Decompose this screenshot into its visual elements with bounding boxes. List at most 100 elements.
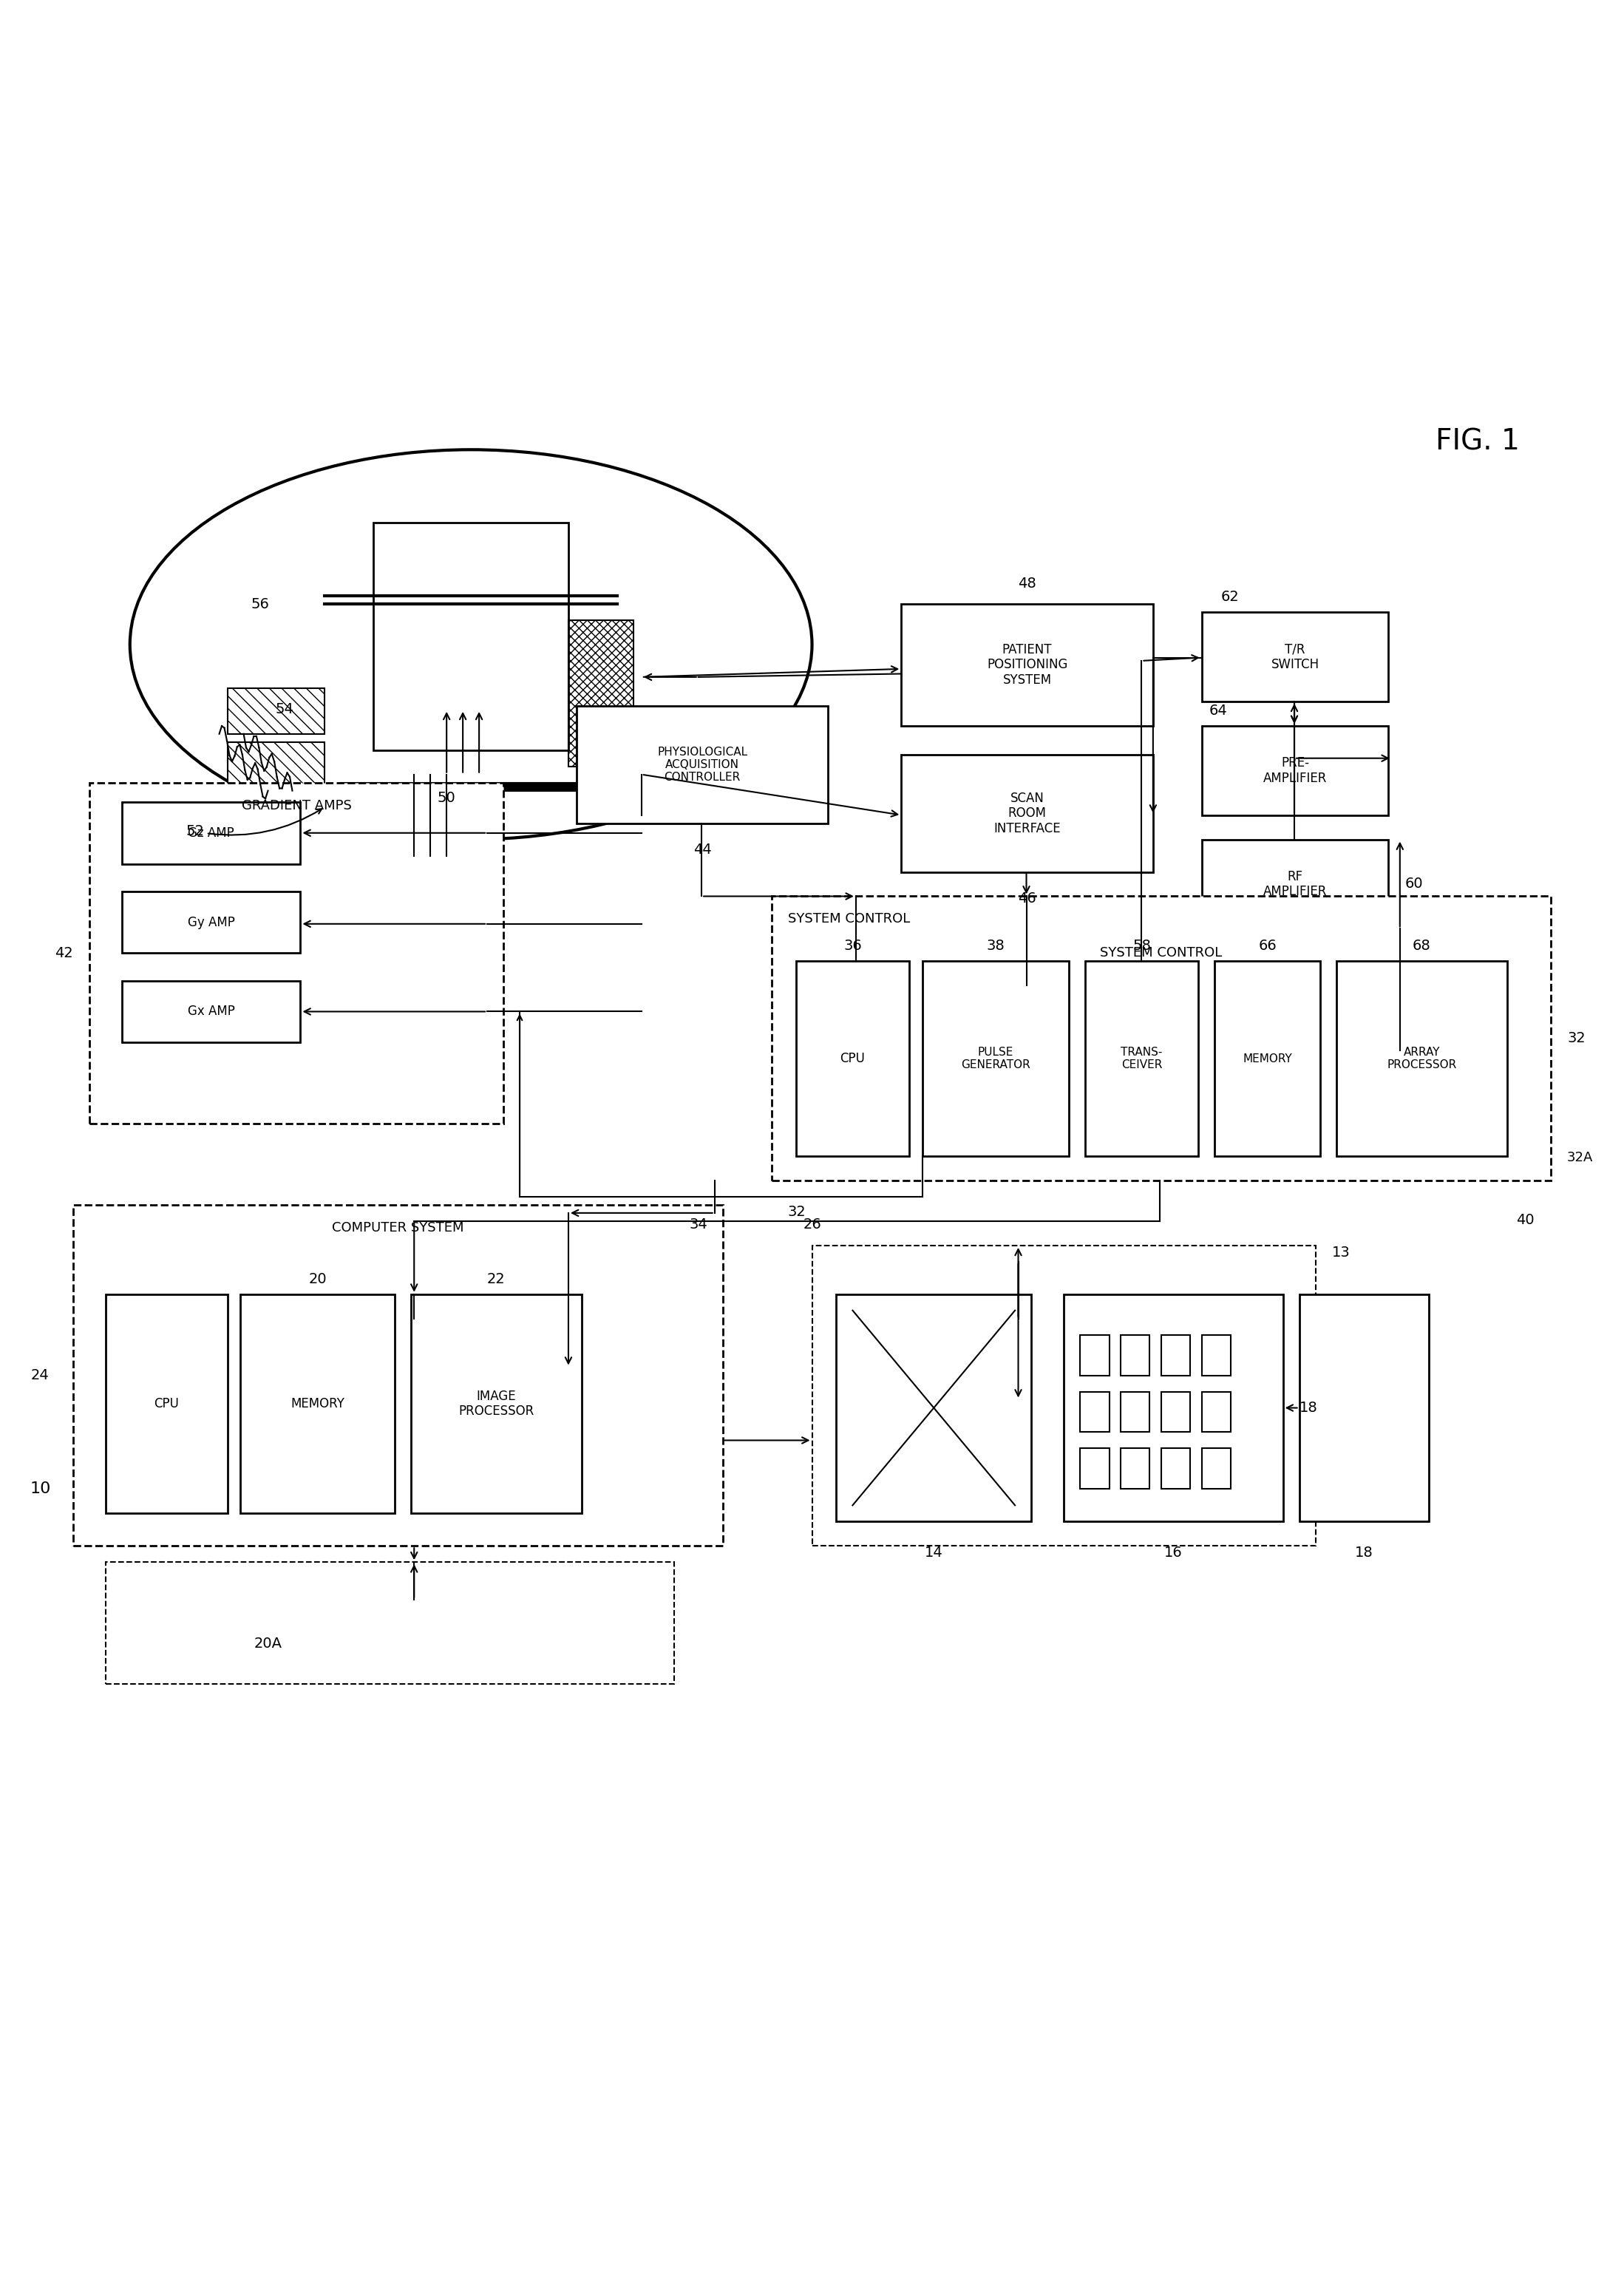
FancyBboxPatch shape — [227, 850, 325, 895]
Text: MEMORY: MEMORY — [1242, 1054, 1293, 1065]
Text: 16: 16 — [1164, 1545, 1182, 1559]
FancyBboxPatch shape — [106, 1561, 674, 1683]
Text: 46: 46 — [1018, 891, 1036, 905]
Text: 20: 20 — [309, 1272, 326, 1286]
FancyBboxPatch shape — [1064, 1295, 1283, 1522]
Text: 58: 58 — [1132, 939, 1151, 953]
Text: Gx AMP: Gx AMP — [187, 1006, 235, 1017]
Text: FIG. 1: FIG. 1 — [1436, 427, 1520, 455]
Text: ARRAY
PROCESSOR: ARRAY PROCESSOR — [1387, 1047, 1457, 1070]
Text: 14: 14 — [924, 1545, 944, 1559]
FancyBboxPatch shape — [1202, 1391, 1231, 1433]
FancyBboxPatch shape — [812, 1244, 1315, 1545]
FancyBboxPatch shape — [1202, 840, 1389, 930]
Text: 13: 13 — [1332, 1244, 1350, 1261]
FancyBboxPatch shape — [922, 962, 1069, 1157]
Text: 32: 32 — [1567, 1031, 1585, 1045]
FancyBboxPatch shape — [1121, 1391, 1150, 1433]
Text: SYSTEM CONTROL: SYSTEM CONTROL — [1099, 946, 1223, 960]
FancyBboxPatch shape — [1161, 1449, 1190, 1490]
FancyBboxPatch shape — [106, 1295, 227, 1513]
Text: TRANS-
CEIVER: TRANS- CEIVER — [1121, 1047, 1163, 1070]
FancyBboxPatch shape — [1121, 1449, 1150, 1490]
FancyBboxPatch shape — [1202, 726, 1389, 815]
Text: 44: 44 — [693, 843, 711, 856]
Text: 62: 62 — [1221, 590, 1239, 604]
FancyBboxPatch shape — [901, 604, 1153, 726]
FancyBboxPatch shape — [73, 1205, 723, 1545]
FancyBboxPatch shape — [771, 895, 1551, 1180]
Text: PHYSIOLOGICAL
ACQUISITION
CONTROLLER: PHYSIOLOGICAL ACQUISITION CONTROLLER — [658, 746, 747, 783]
Text: 42: 42 — [55, 946, 73, 960]
Text: 18: 18 — [1354, 1545, 1374, 1559]
FancyBboxPatch shape — [227, 902, 325, 948]
FancyBboxPatch shape — [1161, 1334, 1190, 1375]
FancyBboxPatch shape — [1202, 1334, 1231, 1375]
Text: SYSTEM CONTROL: SYSTEM CONTROL — [788, 912, 909, 925]
FancyBboxPatch shape — [1121, 1334, 1150, 1375]
Text: 36: 36 — [843, 939, 862, 953]
Text: IMAGE
PROCESSOR: IMAGE PROCESSOR — [458, 1389, 534, 1419]
Ellipse shape — [130, 450, 812, 840]
Text: 38: 38 — [986, 939, 1005, 953]
Text: 60: 60 — [1405, 877, 1423, 891]
Text: 50: 50 — [437, 790, 456, 806]
Text: SCAN
ROOM
INTERFACE: SCAN ROOM INTERFACE — [994, 792, 1060, 836]
FancyBboxPatch shape — [122, 801, 300, 863]
FancyBboxPatch shape — [227, 742, 325, 788]
Text: CPU: CPU — [840, 1052, 866, 1065]
FancyBboxPatch shape — [1202, 613, 1389, 700]
Text: 32: 32 — [788, 1205, 806, 1219]
Text: 64: 64 — [1208, 703, 1228, 719]
FancyBboxPatch shape — [240, 1295, 395, 1513]
FancyBboxPatch shape — [1299, 1295, 1429, 1522]
FancyBboxPatch shape — [1080, 1334, 1109, 1375]
FancyBboxPatch shape — [901, 755, 1153, 872]
FancyBboxPatch shape — [796, 962, 909, 1157]
FancyBboxPatch shape — [89, 783, 503, 1123]
FancyBboxPatch shape — [1202, 1449, 1231, 1490]
FancyBboxPatch shape — [1085, 962, 1199, 1157]
Text: Gy AMP: Gy AMP — [187, 916, 235, 930]
Text: 68: 68 — [1413, 939, 1431, 953]
FancyBboxPatch shape — [1215, 962, 1320, 1157]
Text: 24: 24 — [31, 1368, 49, 1382]
Text: PATIENT
POSITIONING
SYSTEM: PATIENT POSITIONING SYSTEM — [987, 643, 1067, 687]
Text: 56: 56 — [250, 597, 270, 611]
Text: 10: 10 — [31, 1481, 50, 1497]
FancyBboxPatch shape — [836, 1295, 1031, 1522]
FancyBboxPatch shape — [341, 783, 585, 790]
Text: T/R
SWITCH: T/R SWITCH — [1272, 643, 1319, 670]
Text: 22: 22 — [487, 1272, 505, 1286]
FancyBboxPatch shape — [122, 891, 300, 953]
Text: 34: 34 — [689, 1217, 708, 1231]
Text: 40: 40 — [1517, 1212, 1535, 1226]
Text: COMPUTER SYSTEM: COMPUTER SYSTEM — [331, 1221, 464, 1235]
Text: 18: 18 — [1299, 1401, 1317, 1414]
FancyBboxPatch shape — [411, 1295, 581, 1513]
Text: 32A: 32A — [1567, 1150, 1593, 1164]
Text: CPU: CPU — [154, 1398, 179, 1410]
FancyBboxPatch shape — [227, 797, 325, 840]
Text: PRE-
AMPLIFIER: PRE- AMPLIFIER — [1263, 755, 1327, 785]
FancyBboxPatch shape — [577, 707, 828, 824]
FancyBboxPatch shape — [1337, 962, 1507, 1157]
Text: GRADIENT AMPS: GRADIENT AMPS — [242, 799, 351, 813]
Text: 52: 52 — [185, 808, 322, 838]
Text: 48: 48 — [1018, 576, 1036, 590]
Text: PULSE
GENERATOR: PULSE GENERATOR — [961, 1047, 1030, 1070]
Text: MEMORY: MEMORY — [291, 1398, 344, 1410]
FancyBboxPatch shape — [122, 980, 300, 1042]
Text: 26: 26 — [802, 1217, 822, 1231]
FancyBboxPatch shape — [227, 689, 325, 735]
Text: 20A: 20A — [253, 1637, 283, 1651]
Text: 66: 66 — [1259, 939, 1276, 953]
FancyBboxPatch shape — [227, 957, 325, 1001]
FancyBboxPatch shape — [1080, 1449, 1109, 1490]
Text: 54: 54 — [274, 703, 294, 716]
Text: RF
AMPLIFIER: RF AMPLIFIER — [1263, 870, 1327, 898]
FancyBboxPatch shape — [1080, 1391, 1109, 1433]
FancyBboxPatch shape — [374, 523, 568, 751]
FancyBboxPatch shape — [1161, 1391, 1190, 1433]
Text: Gz AMP: Gz AMP — [188, 827, 234, 840]
